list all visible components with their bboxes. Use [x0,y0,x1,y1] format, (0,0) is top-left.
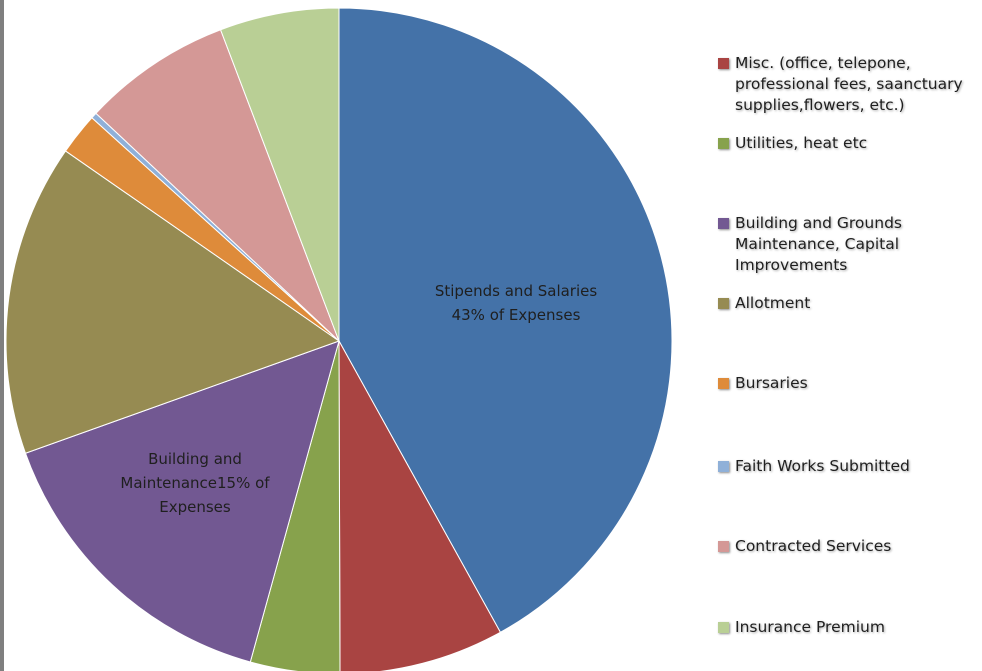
legend-label-line: Improvements [735,256,848,274]
legend-item-faithworks: Faith Works Submitted [718,456,980,477]
data-label-building: Building and Maintenance15% of Expenses [120,450,270,516]
legend-label-line: Utilities, heat etc [735,134,868,152]
legend-swatch [718,378,729,389]
legend-swatch [718,541,729,552]
legend-label: Building and Grounds Maintenance, Capital… [735,213,902,276]
legend-swatch [718,138,729,149]
legend-swatch [718,298,729,309]
legend-label: Insurance Premium [735,617,885,638]
legend-item-utilities: Utilities, heat etc [718,133,980,154]
legend-item-misc: Misc. (office, telepone, professional fee… [718,53,980,116]
chart-legend: Misc. (office, telepone, professional fee… [718,0,980,671]
legend-item-building: Building and Grounds Maintenance, Capital… [718,213,980,276]
legend-label-line: Maintenance, Capital [735,235,900,253]
legend-label-line: Bursaries [735,374,808,392]
legend-swatch [718,218,729,229]
legend-item-bursaries: Bursaries [718,373,980,394]
pie-slice-building [24,340,340,663]
legend-label-line: professional fees, saanctuary [735,75,963,93]
legend-label-line: Building and Grounds [735,214,902,232]
pie-slice-misc [338,340,502,671]
data-label-line: Building and [148,450,242,468]
data-label-line: Maintenance15% of [120,474,270,492]
legend-swatch [718,58,729,69]
legend-label: Bursaries [735,373,808,394]
legend-swatch [718,622,729,633]
data-label-line: 43% of Expenses [452,306,581,324]
legend-label-line: Allotment [735,294,811,312]
data-label-line: Expenses [159,498,231,516]
pie-slice-stipends [338,7,673,633]
legend-label: Misc. (office, telepone, professional fee… [735,53,963,116]
legend-label: Utilities, heat etc [735,133,867,154]
legend-swatch [718,461,729,472]
legend-item-allotment: Allotment [718,293,980,314]
data-label-stipends: Stipends and Salaries 43% of Expenses [435,282,598,324]
legend-item-insurance: Insurance Premium [718,617,980,638]
legend-label: Contracted Services [735,536,891,557]
legend-label-line: supplies,flowers, etc.) [735,96,905,114]
pie-slice-insurance [219,7,340,342]
pie-slice-labels: Stipends and Salaries 43% of Expenses Buil… [120,282,597,516]
pie-slice-allotment [5,150,341,454]
pie-slices [5,7,673,671]
legend-label-line: Insurance Premium [735,618,885,636]
legend-label: Allotment [735,293,810,314]
legend-item-contracted: Contracted Services [718,536,980,557]
legend-label-line: Contracted Services [735,537,892,555]
data-label-line: Stipends and Salaries [435,282,598,300]
pie-slice-contracted [95,29,340,342]
chart-left-border [0,0,4,671]
legend-label: Faith Works Submitted [735,456,910,477]
legend-label-line: Misc. (office, telepone, [735,54,911,72]
legend-label-line: Faith Works Submitted [735,457,910,475]
